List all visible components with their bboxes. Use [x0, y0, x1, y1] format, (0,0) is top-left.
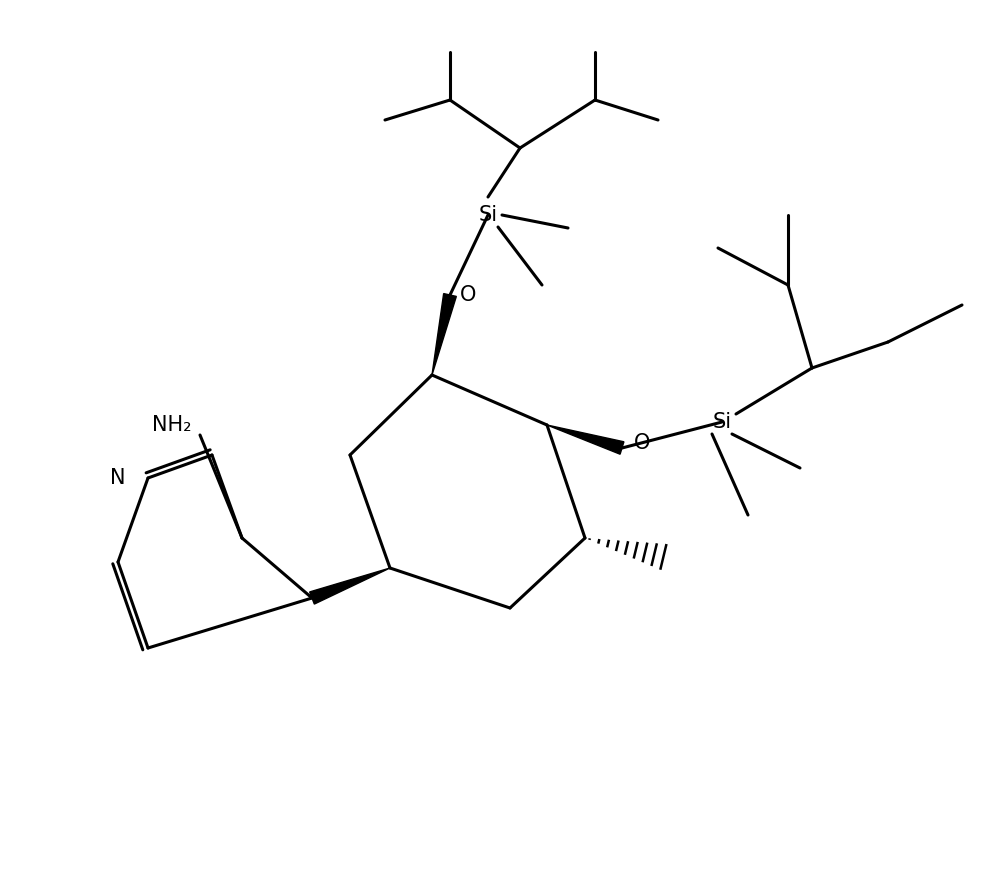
Text: Si: Si	[712, 412, 731, 432]
Polygon shape	[432, 293, 456, 375]
Polygon shape	[310, 568, 390, 604]
Text: N: N	[111, 468, 126, 488]
Text: Si: Si	[478, 205, 497, 225]
Text: O: O	[460, 285, 476, 305]
Text: NH₂: NH₂	[152, 415, 191, 435]
Polygon shape	[547, 425, 624, 454]
Text: O: O	[633, 433, 651, 453]
